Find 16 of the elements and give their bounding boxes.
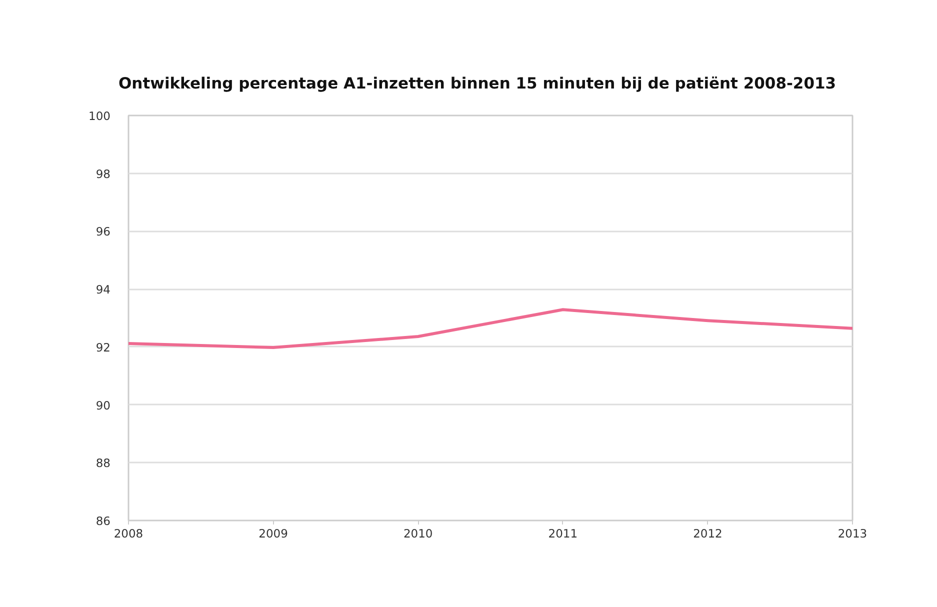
line-series [128,308,852,350]
x-tick-label: 2013 [838,526,868,540]
x-tick-label: 2012 [693,526,722,540]
chart-title: Ontwikkeling percentage A1-inzetten binnen 15 minuten bij de patiënt 2008-2013 [118,74,836,92]
y-tick-label: 98 [96,166,111,181]
y-tick-label: 96 [96,224,111,239]
x-tick-label: 2009 [258,526,288,540]
x-tick-label: 2008 [114,526,144,540]
y-tick-label: 92 [96,340,111,354]
x-tick-label: 2010 [403,526,433,540]
y-tick-label: 88 [96,456,111,470]
y-tick-label: 86 [96,514,111,528]
x-tick-label: 2011 [548,526,578,540]
y-tick-label: 94 [96,282,111,297]
y-tick-label: 100 [88,109,111,123]
y-tick-label: 90 [96,398,111,412]
